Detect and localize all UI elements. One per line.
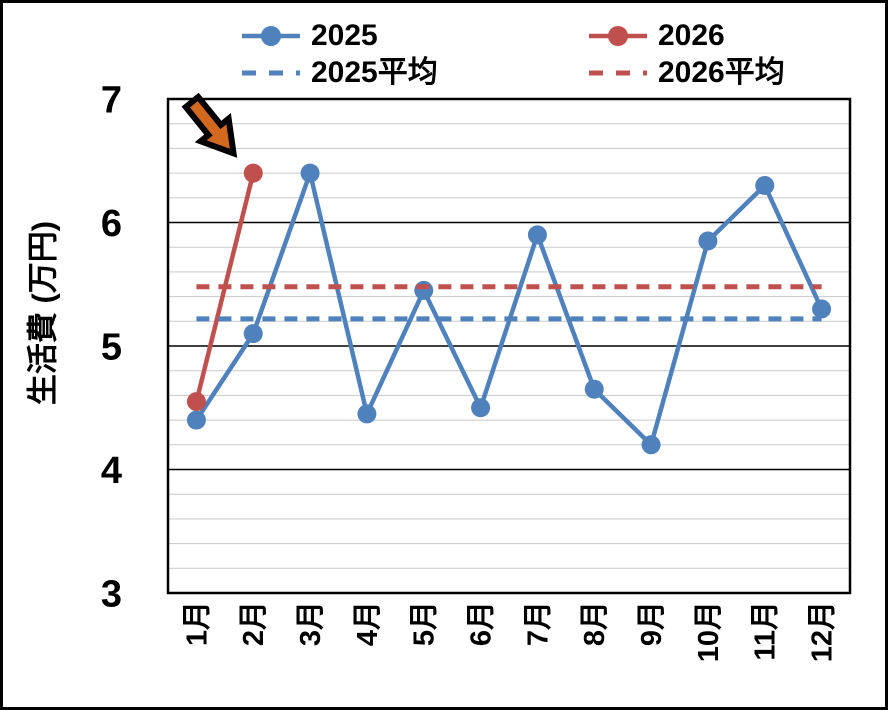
series-2025-marker	[357, 404, 377, 424]
y-tick-label: 3	[101, 574, 122, 616]
x-tick-label: 6月	[465, 601, 497, 646]
plot-area: 3 4 5 6 7 1月 2月 3月 4月 5月 6月 7月 8月 9月 10月 11月 12月	[101, 80, 852, 662]
series-2026-marker	[186, 392, 206, 412]
x-tick-label: 11月	[750, 601, 782, 661]
series-2025-marker	[186, 410, 206, 430]
x-tick-label: 7月	[522, 601, 554, 646]
legend-item-2025: 2025	[240, 19, 378, 53]
x-tick-label: 3月	[295, 601, 327, 646]
legend-label: 2026	[658, 19, 725, 52]
legend-label: 2026平均	[658, 56, 785, 89]
legend-label: 2025平均	[311, 56, 438, 89]
legend-item-2026-average: 2026平均	[587, 56, 785, 90]
series-2025-marker	[471, 398, 491, 418]
dashed-line-marker-icon	[587, 60, 649, 86]
series-2026-marker	[243, 163, 263, 183]
series-2025-line	[194, 170, 824, 448]
y-tick-label: 6	[101, 203, 122, 245]
y-tick-label: 5	[101, 327, 122, 369]
x-tick-label: 8月	[579, 601, 611, 646]
x-tick-label: 9月	[636, 601, 668, 646]
x-tick-label: 2月	[238, 601, 270, 646]
y-tick-label: 7	[101, 80, 122, 122]
x-tick-label: 1月	[181, 601, 213, 646]
series-2025-marker	[527, 225, 547, 245]
dashed-line-marker-icon	[240, 60, 302, 86]
highlight-arrow-shape	[181, 92, 238, 158]
legend-item-2026: 2026	[587, 19, 725, 53]
legend-item-2025-average: 2025平均	[240, 56, 438, 90]
series-2025-marker	[641, 435, 661, 455]
series-2025-marker	[755, 175, 775, 195]
series-2025-marker	[300, 163, 320, 183]
y-tick-label: 4	[101, 450, 122, 492]
x-tick-label: 12月	[806, 601, 838, 662]
x-tick-label: 4月	[352, 601, 384, 646]
x-tick-label: 5月	[409, 601, 441, 646]
series-2025-marker	[414, 280, 434, 300]
line-circle-marker-icon	[587, 23, 649, 49]
series-2025-marker	[698, 231, 718, 251]
series-2025-marker	[812, 299, 832, 319]
series-2025-marker	[243, 324, 263, 344]
legend-label: 2025	[311, 19, 378, 52]
line-circle-marker-icon	[240, 23, 302, 49]
plot-border	[166, 97, 852, 595]
highlight-arrow-icon	[181, 92, 238, 158]
x-tick-label: 10月	[693, 601, 725, 662]
series-2025-marker	[584, 379, 604, 399]
